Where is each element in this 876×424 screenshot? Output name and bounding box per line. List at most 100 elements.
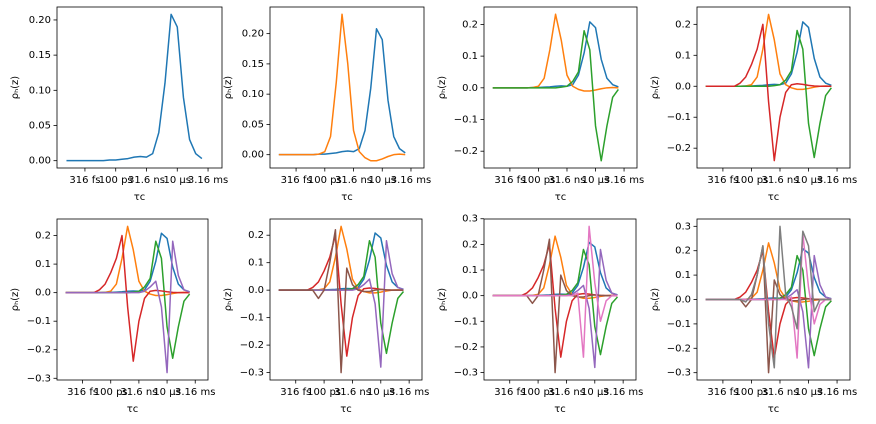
y-tick-label: 0.0 [248, 285, 264, 296]
x-tick-label: 100 ps [522, 175, 556, 186]
x-tick-label: 10 μs [581, 387, 608, 398]
x-axis-label: τc [127, 404, 139, 415]
y-tick-label: −0.1 [454, 115, 478, 126]
y-tick-label: −0.3 [27, 373, 51, 384]
x-tick-label: 10 μs [164, 175, 191, 186]
x-tick-label: 31.6 ns [761, 175, 798, 186]
x-tick-label: 100 ps [307, 387, 341, 398]
y-tick-label: −0.2 [454, 342, 478, 353]
axes-frame [269, 218, 423, 381]
x-tick-label: 3.16 ms [604, 175, 644, 186]
x-axis-label: τc [768, 192, 780, 203]
data-line [492, 21, 619, 89]
y-tick-label: −0.3 [240, 368, 264, 379]
x-tick-label: 31.6 ns [334, 387, 371, 398]
y-tick-label: −0.3 [667, 368, 691, 379]
x-tick-label: 31.6 ns [548, 387, 585, 398]
x-tick-label: 316 fs [67, 387, 98, 398]
y-tick-label: −0.1 [454, 316, 478, 327]
x-tick-label: 100 ps [735, 175, 769, 186]
x-tick-label: 100 ps [94, 387, 128, 398]
x-axis-label: τc [134, 192, 146, 203]
data-line [705, 21, 832, 88]
y-tick-label: 0.0 [675, 295, 691, 306]
x-tick-label: 31.6 ns [761, 387, 798, 398]
y-tick-label: 0.1 [675, 270, 691, 281]
axes-frame [269, 6, 425, 169]
data-line [65, 240, 190, 374]
x-axis-label: τc [340, 404, 352, 415]
y-tick-label: 0.0 [35, 288, 51, 299]
data-line [492, 225, 618, 358]
data-line [278, 28, 406, 156]
y-tick-label: −0.1 [667, 112, 691, 123]
x-tick-label: 3.16 ms [175, 387, 215, 398]
x-tick-label: 3.16 ms [603, 387, 643, 398]
y-tick-label: 0.05 [29, 120, 51, 131]
y-tick-label: 0.05 [242, 119, 264, 130]
data-line [705, 225, 832, 369]
x-tick-label: 31.6 ns [120, 387, 157, 398]
x-axis-label: τc [555, 192, 567, 203]
y-tick-label: 0.00 [242, 150, 264, 161]
y-tick-label: −0.2 [667, 143, 691, 154]
y-tick-label: 0.1 [675, 50, 691, 61]
x-tick-label: 3.16 ms [817, 175, 857, 186]
x-tick-label: 316 fs [281, 175, 312, 186]
y-tick-label: 0.3 [675, 221, 691, 232]
x-tick-label: 100 ps [521, 387, 555, 398]
data-line [66, 13, 203, 162]
y-tick-label: 0.2 [462, 239, 478, 250]
y-axis-label: ρₕ(z) [650, 288, 661, 312]
x-tick-label: 100 ps [735, 387, 769, 398]
y-axis-label: ρₕ(z) [10, 76, 21, 100]
data-line [492, 243, 618, 358]
y-tick-label: 0.00 [29, 156, 51, 167]
axes-frame [483, 218, 637, 381]
y-tick-label: 0.2 [35, 231, 51, 242]
y-axis-label: ρₕ(z) [437, 288, 448, 312]
y-tick-label: −0.1 [27, 316, 51, 327]
y-tick-label: 0.3 [462, 214, 478, 225]
x-axis-label: τc [554, 404, 566, 415]
axes-frame [56, 218, 209, 381]
data-line [65, 234, 190, 362]
x-tick-label: 3.16 ms [188, 175, 228, 186]
y-axis-label: ρₕ(z) [10, 288, 21, 312]
y-tick-label: 0.0 [462, 83, 478, 94]
x-tick-label: 3.16 ms [817, 387, 857, 398]
x-tick-label: 3.16 ms [391, 175, 431, 186]
x-tick-label: 10 μs [153, 387, 180, 398]
data-line [278, 13, 406, 162]
x-tick-label: 10 μs [369, 175, 396, 186]
data-line [705, 249, 832, 359]
x-tick-label: 10 μs [795, 175, 822, 186]
y-tick-label: −0.2 [454, 146, 478, 157]
y-axis-label: ρₕ(z) [650, 76, 661, 100]
x-tick-label: 316 fs [707, 387, 738, 398]
y-tick-label: −0.1 [240, 313, 264, 324]
y-tick-label: 0.20 [29, 15, 51, 26]
y-tick-label: 0.1 [35, 259, 51, 270]
y-tick-label: 0.2 [462, 19, 478, 30]
data-line [278, 228, 404, 374]
y-axis-label: ρₕ(z) [437, 76, 448, 100]
y-tick-label: 0.2 [675, 246, 691, 257]
y-tick-label: −0.2 [667, 343, 691, 354]
y-tick-label: 0.1 [248, 258, 264, 269]
axes-frame [56, 6, 223, 169]
x-tick-label: 316 fs [494, 387, 525, 398]
y-tick-label: 0.20 [242, 29, 264, 40]
y-tick-label: 0.10 [29, 85, 51, 96]
x-tick-label: 10 μs [795, 387, 822, 398]
x-tick-label: 31.6 ns [548, 175, 585, 186]
data-line [278, 234, 404, 357]
axes-frame [696, 6, 851, 169]
